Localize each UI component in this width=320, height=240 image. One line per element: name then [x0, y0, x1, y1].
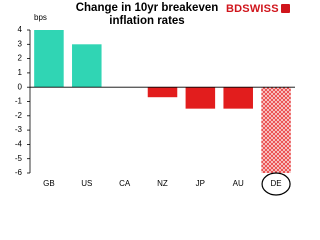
x-tick-label: GB — [43, 179, 55, 188]
x-tick-label: US — [81, 179, 92, 188]
x-tick-label: NZ — [157, 179, 168, 188]
label-circle — [261, 172, 291, 196]
y-tick-label: -6 — [15, 168, 23, 177]
y-tick-label: -4 — [15, 140, 23, 149]
bar — [147, 87, 178, 98]
y-axis-label: bps — [34, 13, 47, 22]
y-tick-label: -5 — [15, 154, 23, 163]
bar — [34, 30, 64, 88]
x-tick-label: CA — [119, 179, 131, 188]
logo-icon — [280, 4, 290, 13]
y-tick-label: -2 — [15, 111, 23, 120]
x-tick-label: AU — [233, 179, 244, 188]
bar — [185, 87, 216, 109]
bar — [223, 87, 253, 109]
x-tick-label: JP — [196, 179, 205, 188]
bar — [261, 87, 291, 173]
logo-text: BDSWISS — [226, 3, 279, 15]
y-tick-label: 4 — [18, 25, 23, 34]
y-tick-label: 2 — [18, 54, 23, 63]
y-tick-label: -1 — [15, 97, 23, 106]
bar — [72, 44, 102, 88]
y-tick-label: 0 — [18, 82, 23, 91]
y-tick-label: 3 — [18, 39, 23, 48]
chart-root: {"chart_data": {"type": "bar", "title": … — [15, 2, 295, 196]
y-tick-label: 1 — [18, 68, 23, 77]
y-tick-label: -3 — [15, 125, 23, 134]
x-tick-label: DE — [271, 179, 282, 188]
chart: bps -6 -5 -4 -3 -2 -1 0 1 2 3 4 GB US CA NZ JP AU DE — [15, 13, 295, 196]
logo: BDSWISS — [226, 3, 290, 15]
chart-title: Change in 10yr breakeven inflation rates — [75, 2, 219, 27]
